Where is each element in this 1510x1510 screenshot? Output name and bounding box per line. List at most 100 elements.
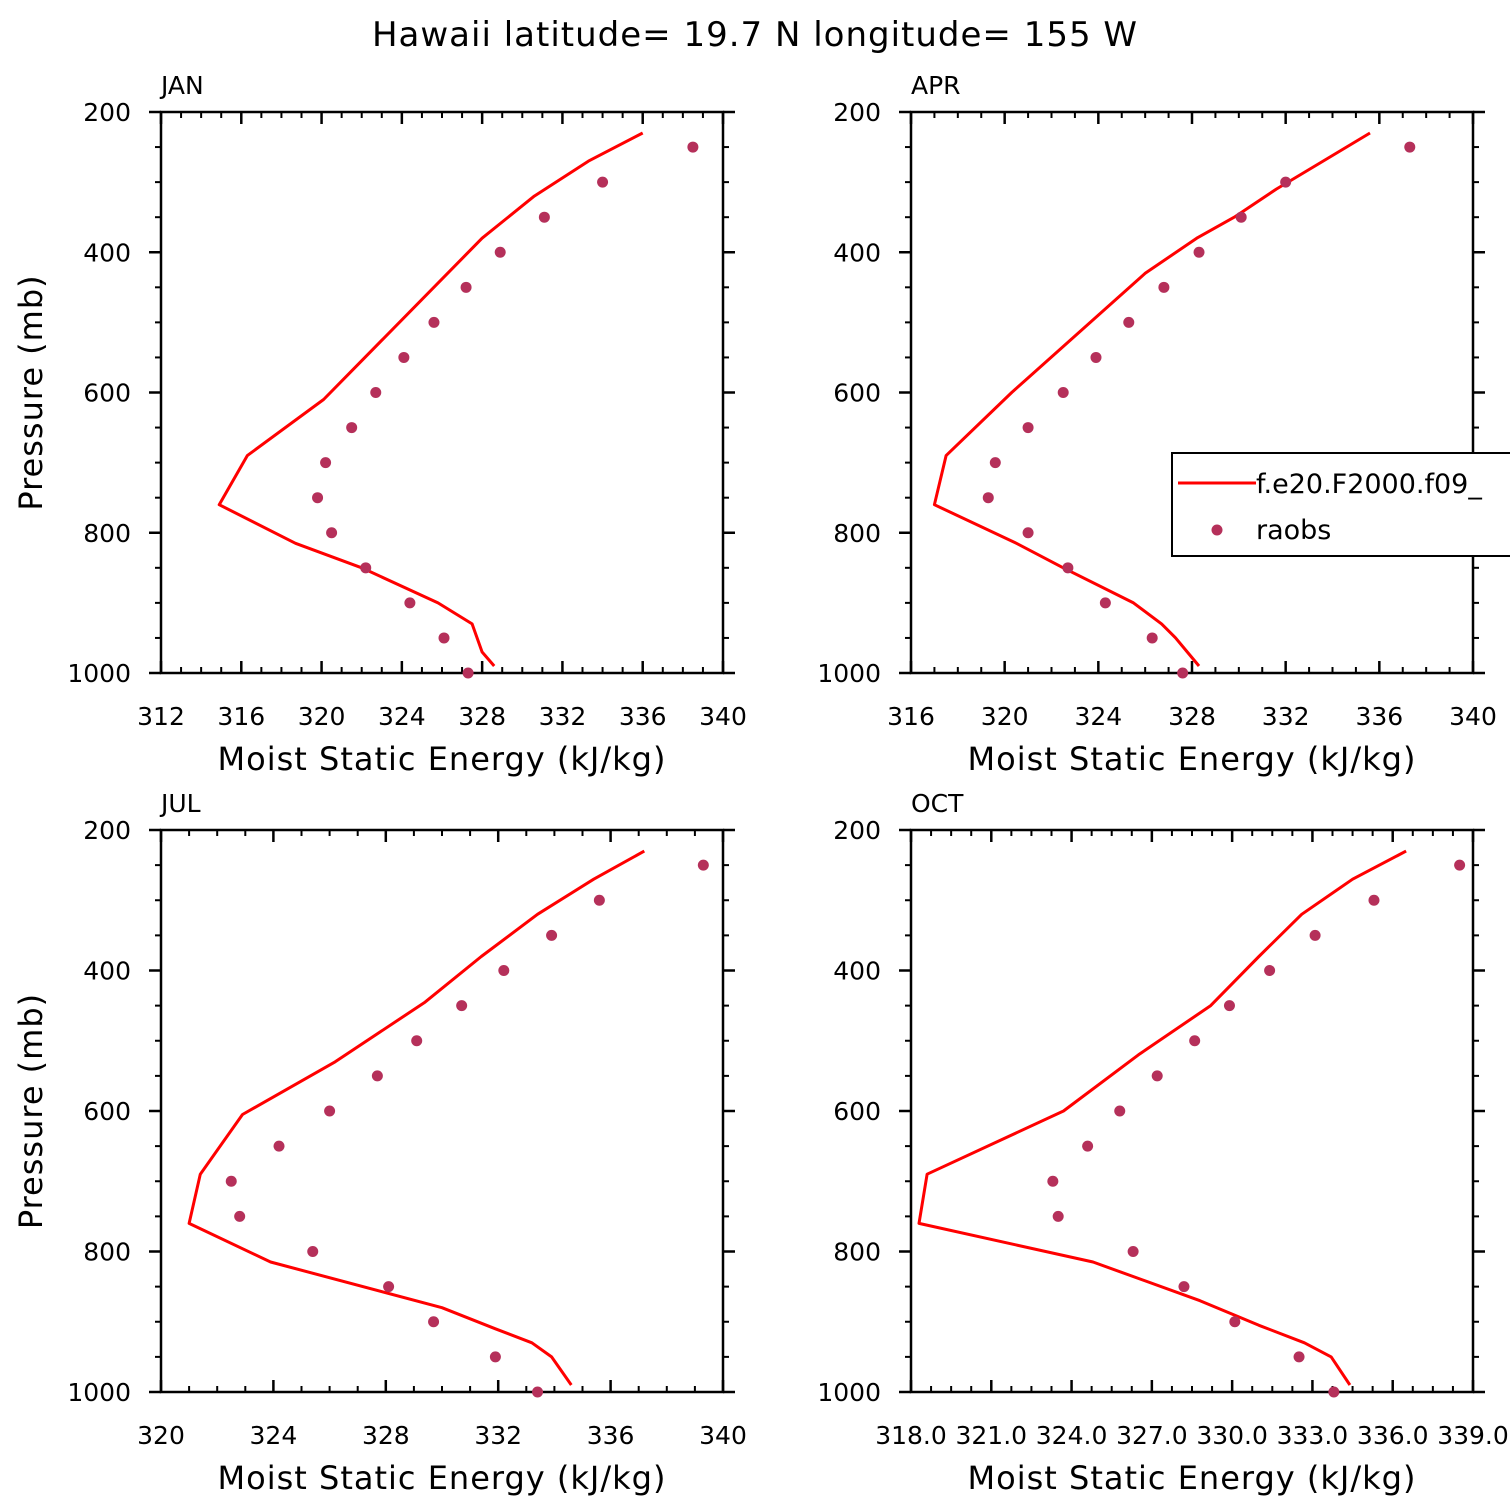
y-tick-label: 600 (833, 379, 881, 408)
x-tick-label: 330.0 (1196, 1421, 1268, 1450)
raobs-point (1052, 1210, 1064, 1222)
panel-apr: 316 320 324 328 332 336 340 200 400 600 800 1000 APR… (817, 71, 1496, 778)
x-tick-label: 340 (699, 702, 747, 731)
x-tick-label: 339.0 (1437, 1421, 1509, 1450)
raobs-point (1328, 1386, 1340, 1398)
raobs-point (1235, 211, 1247, 223)
y-tick-label: 400 (83, 957, 131, 986)
x-tick-label: 336.0 (1357, 1421, 1429, 1450)
raobs-point (398, 351, 410, 363)
x-tick-label: 328 (362, 1421, 410, 1450)
raobs-point (989, 457, 1001, 469)
raobs-point (532, 1386, 544, 1398)
raobs-point (1264, 965, 1276, 976)
raobs-point (546, 929, 558, 941)
figure-title: Hawaii latitude= 19.7 N longitude= 155 W (372, 15, 1138, 55)
raobs-point (494, 246, 506, 258)
legend-label-model: f.e20.F2000.f09_ (1256, 469, 1482, 500)
raobs-point (1062, 562, 1074, 574)
x-tick-label: 320 (137, 1421, 185, 1450)
y-tick-label: 400 (83, 238, 131, 267)
x-tick-label: 328 (458, 702, 506, 731)
raobs-point (697, 859, 709, 871)
raobs-point (1022, 422, 1034, 434)
y-tick-label: 200 (83, 816, 131, 845)
raobs-point (1368, 894, 1380, 906)
panel-label: JUL (159, 789, 201, 818)
y-tick-label: 200 (833, 816, 881, 845)
panel-jul: 320 324 328 332 336 340 200 400 600 800 1000 JUL Moi… (12, 789, 747, 1497)
x-axis-label: Moist Static Energy (kJ/kg) (968, 740, 1417, 778)
raobs-point (456, 1000, 468, 1012)
raobs-point (1178, 1281, 1190, 1293)
raobs-point (1151, 1070, 1163, 1082)
x-tick-label: 327.0 (1116, 1421, 1188, 1450)
y-tick-label: 1000 (817, 659, 881, 688)
y-tick-label: 400 (833, 238, 881, 267)
x-axis-label: Moist Static Energy (kJ/kg) (218, 740, 667, 778)
raobs-point (1223, 1000, 1235, 1012)
y-tick-label: 1000 (67, 1378, 131, 1407)
raobs-point (1123, 316, 1135, 328)
raobs-point (1189, 1035, 1201, 1047)
raobs-point (371, 1070, 383, 1082)
raobs-point (438, 632, 450, 644)
raobs-point (1022, 527, 1034, 539)
y-tick-label: 200 (83, 98, 131, 127)
raobs-point (1099, 597, 1111, 609)
model-line (217, 131, 644, 667)
x-tick-label: 316 (887, 702, 935, 731)
y-tick-label: 800 (83, 519, 131, 548)
y-tick-label: 200 (833, 98, 881, 127)
raobs-point (1404, 141, 1416, 153)
raobs-point (324, 1105, 336, 1117)
raobs-point (1454, 859, 1466, 871)
x-tick-label: 324 (250, 1421, 298, 1450)
y-tick-label: 1000 (817, 1378, 881, 1407)
raobs-point (1193, 246, 1205, 258)
x-axis-label: Moist Static Energy (kJ/kg) (218, 1459, 667, 1497)
plot-frame (909, 110, 1475, 675)
raobs-point (320, 457, 332, 469)
x-tick-label: 324 (1074, 702, 1122, 731)
raobs-point (1146, 632, 1158, 644)
raobs-point (489, 1351, 501, 1363)
raobs-point (1057, 387, 1069, 398)
raobs-point (593, 894, 605, 906)
y-tick-label: 400 (833, 957, 881, 986)
raobs-point (307, 1246, 319, 1257)
plot-frame (159, 110, 725, 675)
x-tick-label: 332 (539, 702, 587, 731)
y-tick-label: 600 (83, 379, 131, 408)
raobs-point (1127, 1246, 1139, 1257)
raobs-point (225, 1175, 237, 1187)
raobs-point (360, 562, 372, 574)
raobs-point (460, 281, 472, 293)
panel-label: OCT (911, 789, 964, 818)
raobs-point (1280, 176, 1292, 188)
panels: 312 316 320 324 328 332 336 340 200 400 600 800 1000… (12, 71, 1509, 1497)
raobs-point (1158, 281, 1170, 293)
x-tick-label: 324 (378, 702, 426, 731)
raobs-point (383, 1281, 395, 1293)
raobs-point (312, 492, 324, 504)
panel-jan: 312 316 320 324 328 332 336 340 200 400 600 800 1000… (12, 71, 747, 778)
y-tick-label: 600 (833, 1097, 881, 1126)
x-tick-label: 320 (981, 702, 1029, 731)
raobs-point (1082, 1140, 1094, 1152)
raobs-point (273, 1140, 285, 1152)
x-tick-label: 316 (217, 702, 265, 731)
raobs-point (597, 176, 609, 188)
raobs-point (1090, 351, 1102, 363)
y-axis-label: Pressure (mb) (12, 274, 50, 510)
x-tick-label: 320 (298, 702, 346, 731)
x-axis-label: Moist Static Energy (kJ/kg) (968, 1459, 1417, 1497)
x-tick-label: 318.0 (875, 1421, 947, 1450)
raobs-point (498, 965, 510, 976)
raobs-point (346, 422, 358, 434)
y-tick-label: 800 (833, 1238, 881, 1267)
raobs-point (404, 597, 416, 609)
raobs-point (538, 211, 550, 223)
x-tick-label: 332 (1262, 702, 1310, 731)
